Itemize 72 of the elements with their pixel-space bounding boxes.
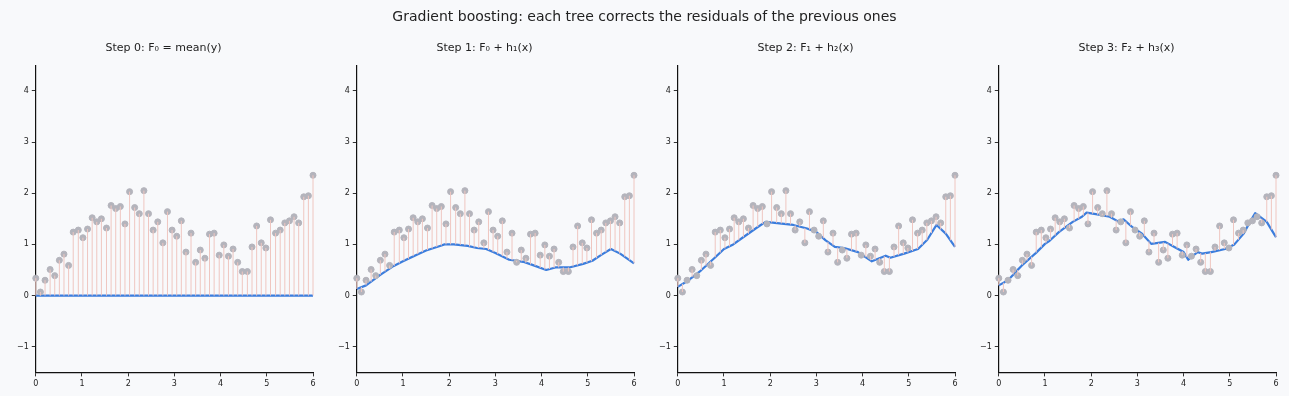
point [1253,213,1261,221]
point [857,251,865,259]
x-tick-label: 1 [79,379,85,389]
y-tick-label: −1 [338,341,350,351]
y-tick-label: −1 [659,341,671,351]
y-tick-label: 3 [665,137,671,147]
x-tick-label: 3 [813,379,819,389]
y-tick-label: 3 [344,137,350,147]
point [1131,226,1139,234]
point [1248,217,1256,225]
x-tick-label: 2 [767,379,773,389]
x-tick-label: 2 [446,379,452,389]
x-tick-label: 2 [1088,379,1094,389]
x-tick-label: 0 [675,379,681,389]
x-tick-label: 0 [33,379,39,389]
point [693,272,701,280]
y-tick-label: 1 [23,239,29,249]
x-tick-label: 4 [539,379,545,389]
chart-title: Step 0: F₀ = mean(y) [105,41,222,55]
chart-title: Step 1: F₀ + h₁(x) [436,41,533,55]
x-tick-label: 1 [721,379,727,389]
x-tick-label: 2 [125,379,131,389]
y-tick-label: −1 [980,341,992,351]
y-tick-label: 4 [986,85,992,95]
text: Gradient boosting: each tree corrects the residuals of the previous ones [391,7,898,26]
point [1187,252,1195,260]
chart-title: Step 3: F₂ + h₃(x) [1078,41,1175,55]
point [1225,244,1233,252]
x-tick-label: 5 [906,379,912,389]
y-tick-label: 1 [986,239,992,249]
chart-title: Step 2: F₁ + h₂(x) [757,41,854,55]
x-tick-label: 5 [264,379,270,389]
point [683,276,691,284]
y-tick-label: 0 [665,290,671,300]
y-tick-label: 4 [23,85,29,95]
x-tick-label: 6 [631,379,637,389]
y-tick-label: 2 [344,188,350,198]
y-tick-label: 0 [344,290,350,300]
x-tick-label: 6 [310,379,316,389]
y-tick-label: 2 [986,188,992,198]
x-tick-label: 4 [860,379,866,389]
point [815,232,823,240]
y-tick-label: 3 [986,137,992,147]
point [1004,276,1012,284]
x-tick-label: 3 [1134,379,1140,389]
x-tick-label: 5 [585,379,591,389]
y-tick-label: 4 [344,85,350,95]
point [810,226,818,234]
x-tick-label: 0 [996,379,1002,389]
x-tick-label: 5 [1227,379,1233,389]
x-tick-label: 0 [354,379,360,389]
x-tick-label: 4 [218,379,224,389]
x-tick-label: 6 [952,379,958,389]
x-tick-label: 3 [171,379,177,389]
x-tick-label: 6 [1273,379,1279,389]
x-tick-label: 3 [492,379,498,389]
x-tick-label: 1 [400,379,406,389]
y-tick-label: 2 [665,188,671,198]
point [1117,218,1125,226]
y-tick-label: 1 [665,239,671,249]
y-tick-label: 4 [665,85,671,95]
y-tick-label: 2 [23,188,29,198]
point [838,246,846,254]
y-tick-label: 0 [23,290,29,300]
point [126,188,134,196]
y-tick-label: 3 [23,137,29,147]
point [763,220,771,228]
y-tick-label: 0 [986,290,992,300]
x-tick-label: 1 [1042,379,1048,389]
y-tick-label: −1 [17,341,29,351]
x-tick-label: 4 [1181,379,1187,389]
y-tick-label: 1 [344,239,350,249]
